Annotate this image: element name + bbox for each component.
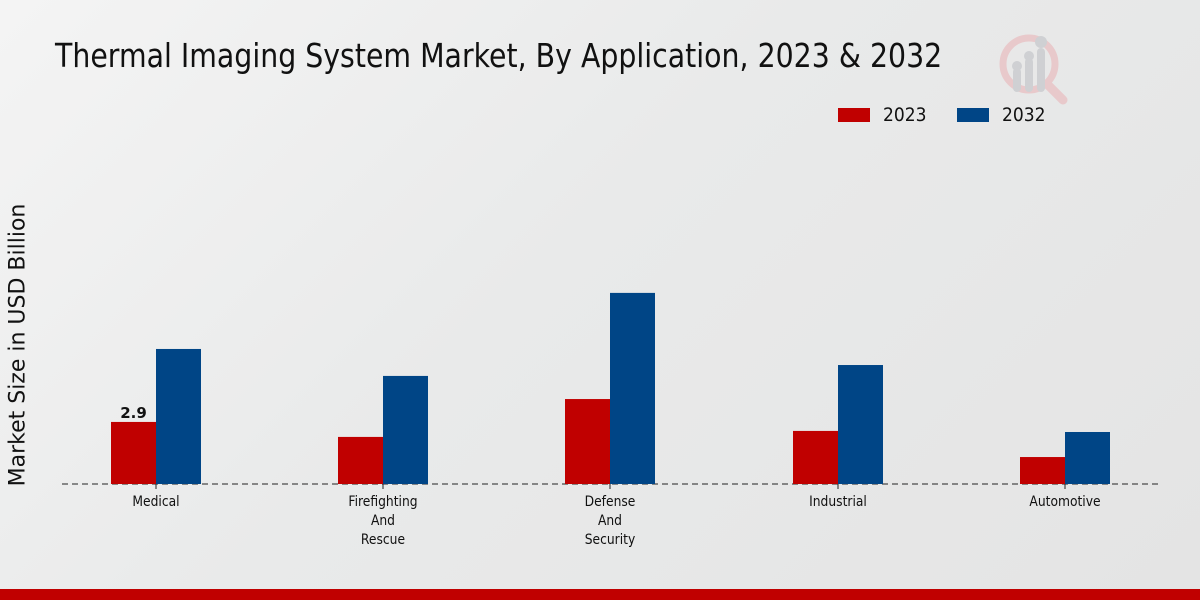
bar-2023-medical[interactable]	[111, 421, 156, 484]
legend-swatch-2032	[957, 108, 989, 122]
x-tick-label: Defense And Security	[585, 494, 636, 548]
brand-logo-icon	[999, 34, 1068, 105]
data-label: 2.9	[120, 404, 147, 422]
bar-2023-defense-and-security[interactable]	[565, 399, 610, 484]
legend-item-2023[interactable]: 2023	[838, 104, 931, 126]
x-tick-label: Automotive	[1029, 494, 1100, 510]
x-tick-label: Medical	[132, 494, 179, 510]
legend-label-2032: 2032	[1002, 104, 1046, 126]
bar-2032-industrial[interactable]	[838, 365, 883, 484]
bar-2032-defense-and-security[interactable]	[610, 292, 655, 484]
bar-2032-medical[interactable]	[156, 348, 201, 484]
chart-title: Thermal Imaging System Market, By Applic…	[55, 36, 943, 75]
legend-item-2032[interactable]: 2032	[957, 104, 1050, 126]
bar-2032-automotive[interactable]	[1065, 431, 1110, 484]
x-tick-label: Firefighting And Rescue	[348, 494, 417, 548]
x-tick-label: Industrial	[809, 494, 867, 510]
bar-2023-firefighting-and-rescue[interactable]	[338, 436, 383, 484]
bar-2023-automotive[interactable]	[1020, 457, 1065, 484]
bar-2032-firefighting-and-rescue[interactable]	[383, 375, 428, 484]
legend-label-2023: 2023	[883, 104, 927, 126]
bar-2023-industrial[interactable]	[793, 430, 838, 484]
legend-swatch-2023	[838, 108, 870, 122]
footer-bar	[0, 589, 1200, 600]
